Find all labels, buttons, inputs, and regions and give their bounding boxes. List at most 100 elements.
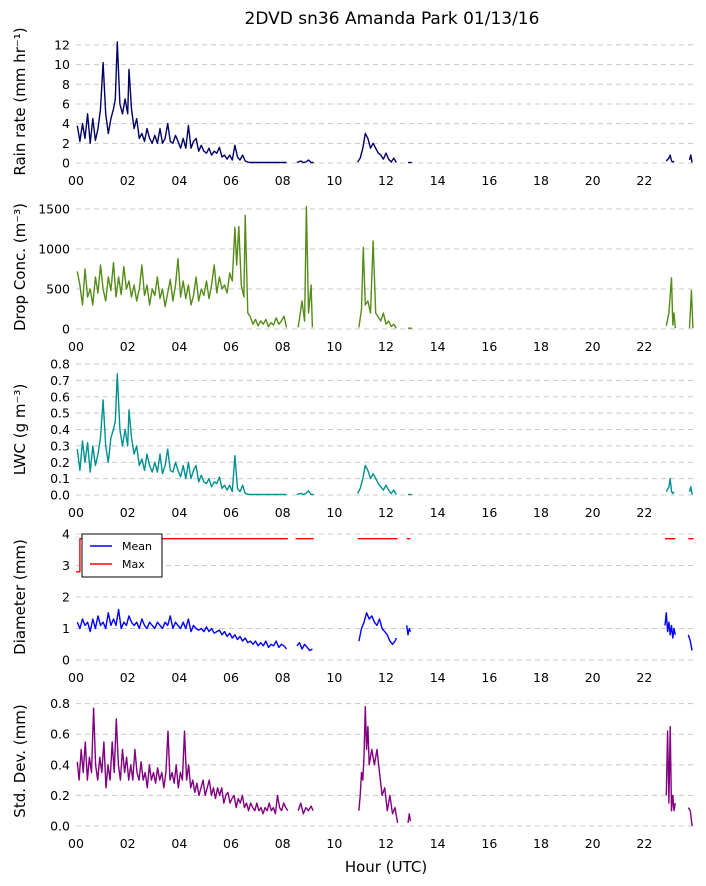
x-tick-label: 04 bbox=[171, 836, 187, 851]
y-tick-label: 0.2 bbox=[50, 455, 70, 470]
x-tick-label: 08 bbox=[275, 339, 291, 354]
y-tick-label: 4 bbox=[62, 527, 70, 542]
x-tick-label: 12 bbox=[378, 670, 394, 685]
series-line-mean-segment-3 bbox=[358, 612, 397, 645]
x-tick-label: 20 bbox=[585, 505, 601, 520]
y-axis-label: Std. Dev. (mm) bbox=[11, 704, 29, 817]
y-axis-label: LWC (g m⁻³) bbox=[11, 384, 29, 476]
x-tick-label: 16 bbox=[481, 670, 497, 685]
x-tick-label: 08 bbox=[275, 670, 291, 685]
y-tick-label: 0.2 bbox=[50, 788, 70, 803]
x-tick-label: 08 bbox=[275, 505, 291, 520]
series-line-segment-2 bbox=[296, 490, 314, 496]
y-tick-label: 1000 bbox=[38, 242, 70, 257]
x-tick-label: 20 bbox=[585, 836, 601, 851]
y-tick-label: 0 bbox=[62, 653, 70, 668]
x-tick-label: 02 bbox=[120, 836, 136, 851]
series-line-mean-segment-2 bbox=[296, 642, 313, 652]
x-tick-label: 10 bbox=[326, 173, 342, 188]
x-tick-label: 10 bbox=[326, 836, 342, 851]
series-line-segment-6 bbox=[688, 289, 694, 329]
y-tick-label: 2 bbox=[62, 136, 70, 151]
y-tick-label: 0.4 bbox=[50, 422, 70, 437]
y-axis-label: Drop Conc. (m⁻³) bbox=[11, 203, 29, 331]
series-line-mean-segment-5 bbox=[664, 612, 676, 639]
x-tick-label: 00 bbox=[68, 836, 84, 851]
legend-label-mean: Mean bbox=[122, 540, 152, 553]
y-tick-label: 3 bbox=[62, 558, 70, 573]
x-tick-label: 06 bbox=[223, 339, 239, 354]
y-tick-label: 4 bbox=[62, 116, 70, 131]
y-tick-label: 0.5 bbox=[50, 406, 70, 421]
x-tick-label: 18 bbox=[533, 670, 549, 685]
x-tick-label: 14 bbox=[430, 670, 446, 685]
y-tick-label: 0.6 bbox=[50, 727, 70, 742]
x-tick-label: 02 bbox=[120, 339, 136, 354]
y-axis-label: Diameter (mm) bbox=[11, 539, 29, 655]
panel-2: 0 500 1000 1500 00 02 04 06 08 10 12 14 16 18 20 22 Drop… bbox=[11, 202, 696, 354]
panel-3: 0.0 0.10.2 0.30.40.5 0.60.70.8 00 02 04 06 08 10 1… bbox=[11, 357, 696, 520]
x-tick-label: 02 bbox=[120, 505, 136, 520]
x-tick-label: 12 bbox=[378, 339, 394, 354]
series-line-segment-5 bbox=[665, 154, 675, 163]
chart-title: 2DVD sn36 Amanda Park 01/13/16 bbox=[245, 9, 540, 29]
x-tick-label: 02 bbox=[120, 670, 136, 685]
x-tick-label: 06 bbox=[223, 836, 239, 851]
x-tick-label: 10 bbox=[326, 505, 342, 520]
x-tick-label: 20 bbox=[585, 670, 601, 685]
x-tick-label: 20 bbox=[585, 173, 601, 188]
x-tick-label: 12 bbox=[378, 173, 394, 188]
series-line-segment-1 bbox=[76, 707, 289, 815]
x-tick-label: 20 bbox=[585, 339, 601, 354]
series-line-segment-3 bbox=[356, 464, 397, 495]
y-tick-label: 1 bbox=[62, 621, 70, 636]
series-line-segment-1 bbox=[76, 41, 287, 164]
x-tick-label: 14 bbox=[430, 339, 446, 354]
series-line-segment-2 bbox=[297, 205, 314, 328]
series-line-segment-5 bbox=[665, 477, 675, 495]
x-tick-label: 16 bbox=[481, 505, 497, 520]
x-tick-label: 06 bbox=[223, 670, 239, 685]
x-tick-label: 22 bbox=[636, 505, 652, 520]
y-tick-label: 2 bbox=[62, 590, 70, 605]
y-tick-label: 0 bbox=[62, 322, 70, 337]
x-tick-label: 06 bbox=[223, 505, 239, 520]
y-tick-label: 0.1 bbox=[50, 471, 70, 486]
legend: Mean Max bbox=[81, 533, 163, 578]
legend-label-max: Max bbox=[122, 558, 145, 571]
y-tick-label: 0.8 bbox=[50, 357, 70, 372]
panel-5: 0.0 0.2 0.4 0.6 0.8 00 02 04 06 08 10 12 14 16 18 20 22 S… bbox=[11, 696, 696, 851]
x-tick-label: 08 bbox=[275, 173, 291, 188]
series-line-mean-segment-1 bbox=[76, 608, 288, 650]
x-tick-label: 04 bbox=[171, 670, 187, 685]
y-tick-label: 0 bbox=[62, 156, 70, 171]
x-tick-label: 00 bbox=[68, 670, 84, 685]
y-tick-label: 0.8 bbox=[50, 696, 70, 711]
series-line-max-segment-1 bbox=[76, 538, 288, 573]
x-tick-label: 00 bbox=[68, 339, 84, 354]
series-line-segment-2 bbox=[296, 159, 314, 164]
series-line-segment-1 bbox=[76, 214, 288, 328]
legend-box bbox=[81, 533, 163, 578]
x-tick-label: 12 bbox=[378, 505, 394, 520]
y-tick-label: 0.4 bbox=[50, 757, 70, 772]
y-tick-label: 500 bbox=[46, 282, 70, 297]
x-tick-label: 18 bbox=[533, 505, 549, 520]
x-tick-label: 04 bbox=[171, 339, 187, 354]
x-tick-label: 02 bbox=[120, 173, 136, 188]
x-tick-label: 22 bbox=[636, 339, 652, 354]
y-tick-label: 1500 bbox=[38, 202, 70, 217]
series-line-segment-3 bbox=[357, 132, 397, 163]
x-tick-label: 14 bbox=[430, 173, 446, 188]
x-tick-label: 00 bbox=[68, 173, 84, 188]
y-tick-label: 10 bbox=[54, 57, 70, 72]
y-tick-label: 6 bbox=[62, 96, 70, 111]
x-tick-label: 04 bbox=[171, 173, 187, 188]
y-tick-label: 12 bbox=[54, 37, 70, 52]
x-tick-label: 22 bbox=[636, 173, 652, 188]
x-tick-label: 06 bbox=[223, 173, 239, 188]
x-tick-label: 16 bbox=[481, 339, 497, 354]
y-tick-label: 0.0 bbox=[50, 488, 70, 503]
y-tick-label: 0.6 bbox=[50, 389, 70, 404]
